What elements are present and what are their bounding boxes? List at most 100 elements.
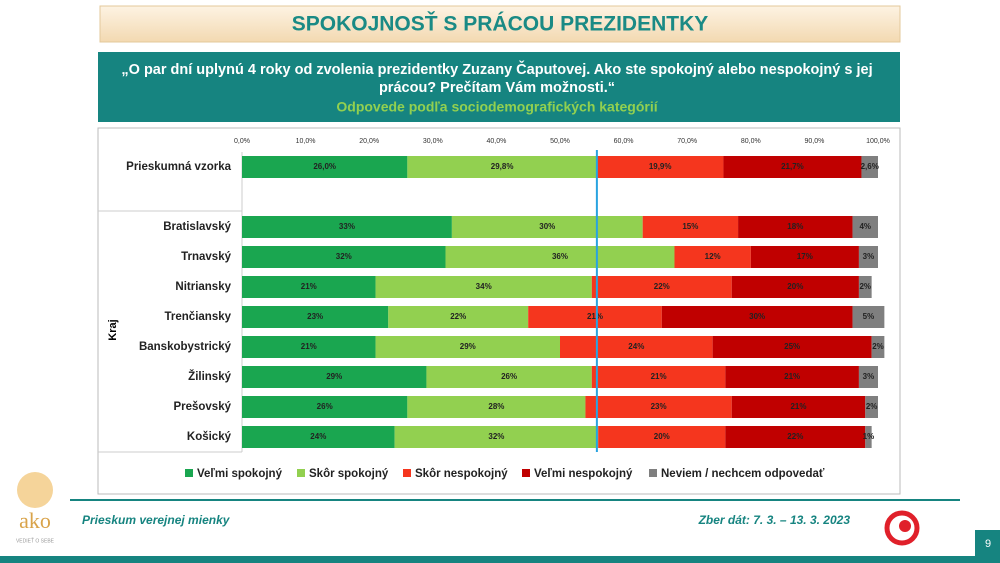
x-tick-label: 10,0%: [296, 138, 316, 145]
bar-segment: [865, 396, 878, 418]
x-tick-label: 60,0%: [614, 138, 634, 145]
bar-segment: [871, 336, 885, 358]
value-label: 12%: [705, 252, 721, 261]
legend-label: Skôr nespokojný: [415, 468, 508, 480]
bar-segment: [591, 276, 732, 298]
value-label: 30%: [539, 222, 555, 231]
x-tick-label: 20,0%: [359, 138, 379, 145]
value-label: 21%: [784, 372, 800, 381]
logo-icon: [17, 472, 53, 508]
bar-segment: [375, 276, 592, 298]
value-label: 25%: [784, 342, 800, 351]
value-label: 17%: [797, 252, 813, 261]
legend-label: Skôr spokojný: [309, 468, 389, 480]
value-label: 2,6%: [861, 162, 879, 171]
bar-segment: [661, 306, 853, 328]
value-label: 1%: [863, 432, 875, 441]
value-label: 28%: [488, 402, 504, 411]
bar-segment: [242, 306, 389, 328]
bar-segment: [712, 336, 872, 358]
question: prácou? Prečítam Vám možnosti.“: [379, 80, 615, 96]
x-tick-label: 70,0%: [677, 138, 697, 145]
group-label: Kraj: [107, 319, 119, 340]
bar-segment: [451, 216, 643, 238]
value-label: 2%: [866, 402, 878, 411]
brand-logo: [884, 510, 920, 546]
logo-tagline: VEDIEŤ O SEBE: [16, 536, 55, 544]
x-tick-label: 40,0%: [486, 138, 506, 145]
bar-segment: [674, 246, 751, 268]
value-label: 3%: [863, 372, 875, 381]
bar-segment: [598, 426, 726, 448]
y-tick-label: Banskobystrický: [139, 341, 232, 353]
y-tick-label: Žilinský: [188, 370, 231, 383]
x-tick-label: 90,0%: [804, 138, 824, 145]
page-number: 9: [985, 538, 991, 550]
value-label: 21%: [587, 312, 603, 321]
bar-segment: [596, 156, 724, 178]
value-label: 22%: [787, 432, 803, 441]
value-label: 24%: [310, 432, 326, 441]
value-label: 20%: [654, 432, 670, 441]
x-tick-label: 0,0%: [234, 138, 250, 145]
bar-segment: [426, 366, 592, 388]
brand-logo: [899, 520, 911, 532]
value-label: 4%: [859, 222, 871, 231]
bar-segment: [242, 336, 376, 358]
bar-segment: [865, 426, 872, 448]
value-label: 22%: [450, 312, 466, 321]
legend-label: Veľmi spokojný: [197, 468, 283, 480]
value-label: 22%: [654, 282, 670, 291]
bar-segment: [750, 246, 859, 268]
bar-segment: [725, 426, 866, 448]
bar-segment: [852, 216, 878, 238]
value-label: 21%: [301, 282, 317, 291]
bar-segment: [388, 306, 529, 328]
value-label: 24%: [628, 342, 644, 351]
bar-segment: [394, 426, 599, 448]
legend-swatch: [522, 469, 530, 477]
bar-segment: [375, 336, 560, 358]
value-label: 29,8%: [491, 162, 514, 171]
bar-segment: [731, 396, 866, 418]
bar-segment: [723, 156, 862, 178]
bar-segment: [858, 246, 878, 268]
value-label: 34%: [476, 282, 492, 291]
value-label: 2%: [859, 282, 871, 291]
value-label: 30%: [749, 312, 765, 321]
value-label: 32%: [336, 252, 352, 261]
bar-segment: [242, 276, 376, 298]
logo: ako: [19, 508, 51, 533]
value-label: 23%: [307, 312, 323, 321]
x-tick-label: 100,0%: [866, 138, 890, 145]
value-label: 21,7%: [781, 162, 804, 171]
legend-swatch: [297, 469, 305, 477]
bar-segment: [445, 246, 675, 268]
value-label: 23%: [651, 402, 667, 411]
bar-segment: [858, 366, 878, 388]
footer-right: Zber dát: 7. 3. – 13. 3. 2023: [698, 513, 851, 527]
value-label: 26,0%: [313, 162, 336, 171]
bar-segment: [560, 336, 713, 358]
bar-segment: [858, 276, 872, 298]
value-label: 21%: [790, 402, 806, 411]
value-label: 5%: [863, 312, 875, 321]
bar-segment: [738, 216, 853, 238]
bar-segment: [242, 216, 452, 238]
value-label: 20%: [787, 282, 803, 291]
value-label: 21%: [301, 342, 317, 351]
title-box: [99, 5, 901, 43]
bar-segment: [242, 396, 408, 418]
value-label: 15%: [682, 222, 698, 231]
legend-label: Neviem / nechcem odpovedať: [661, 468, 825, 480]
bar-segment: [852, 306, 885, 328]
value-label: 2%: [872, 342, 884, 351]
y-tick-label: Nitriansky: [175, 281, 231, 293]
x-tick-label: 50,0%: [550, 138, 570, 145]
bar-segment: [528, 306, 662, 328]
bar-segment: [731, 276, 859, 298]
footer-left: Prieskum verejnej mienky: [82, 513, 231, 527]
value-label: 33%: [339, 222, 355, 231]
value-label: 29%: [326, 372, 342, 381]
